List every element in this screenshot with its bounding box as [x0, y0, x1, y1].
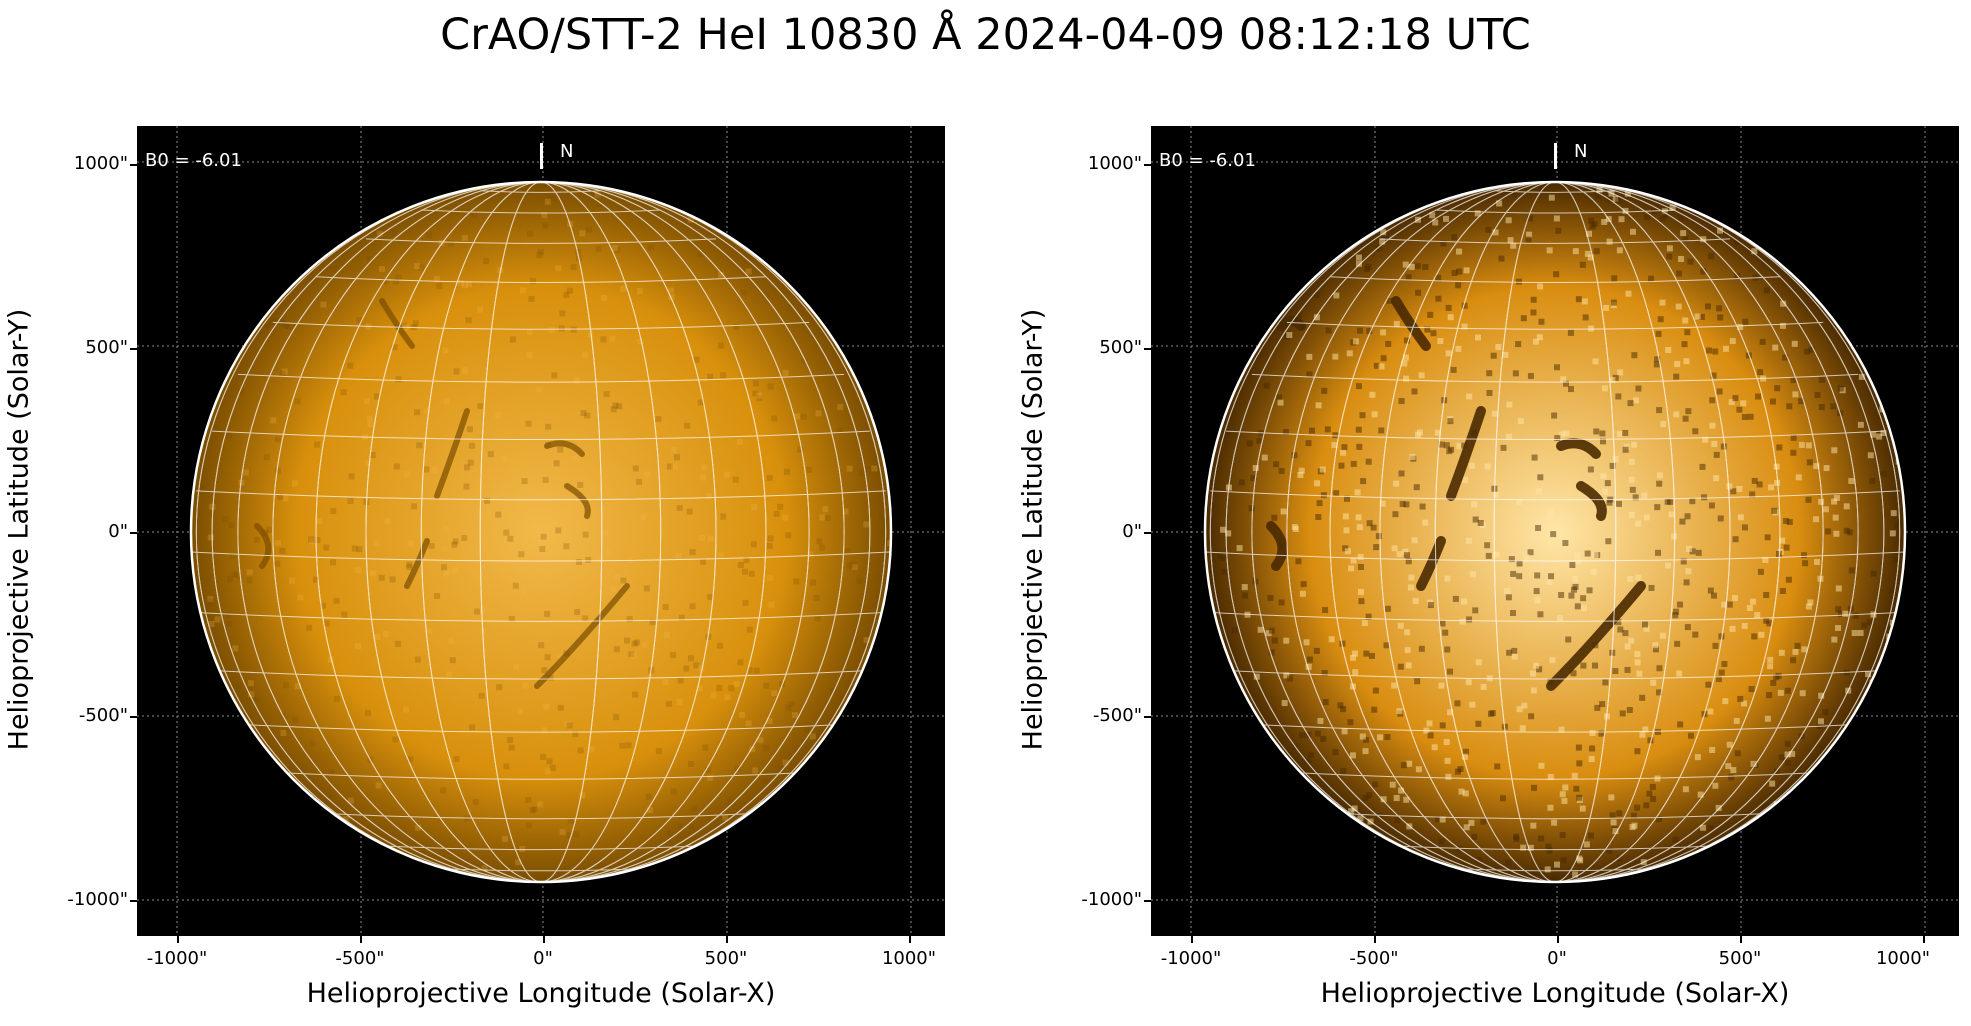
heliographic-grid [191, 182, 891, 882]
y-tick-mark [130, 532, 137, 534]
x-tick-label: -1000" [146, 948, 208, 969]
y-tick-label: 0" [1122, 521, 1142, 542]
x-tick-mark [1740, 936, 1742, 943]
y-tick-label: -500" [78, 705, 128, 726]
x-tick-label: 0" [1547, 948, 1567, 969]
y-tick-label: -1000" [1081, 889, 1142, 910]
x-tick-mark [726, 936, 728, 943]
y-tick-label: 500" [85, 337, 128, 358]
x-tick-label: 0" [533, 948, 553, 969]
x-tick-mark [1923, 936, 1925, 943]
disk-features [193, 191, 891, 878]
x-tick-mark [1191, 936, 1193, 943]
sun-image-panel-left: B0 = -6.01 N [137, 126, 945, 936]
x-tick-mark [177, 936, 179, 943]
b0-annotation: B0 = -6.01 [145, 150, 242, 171]
y-tick-label: 500" [1099, 337, 1142, 358]
x-tick-label: 500" [1718, 948, 1762, 969]
x-tick-label: 1000" [1875, 948, 1931, 969]
y-tick-label: 0" [108, 521, 128, 542]
y-tick-mark [130, 716, 137, 718]
north-marker [540, 143, 543, 169]
north-label: N [560, 141, 574, 162]
y-tick-label: 1000" [73, 153, 128, 174]
north-label: N [1574, 141, 1588, 162]
x-tick-label: -500" [1349, 948, 1399, 969]
x-tick-mark [1557, 936, 1559, 943]
y-tick-label: -500" [1092, 705, 1142, 726]
x-tick-mark [1374, 936, 1376, 943]
heliographic-grid [1205, 182, 1905, 882]
solar-disk-fill [191, 182, 891, 882]
north-marker [1554, 143, 1557, 169]
y-tick-label: 1000" [1087, 153, 1142, 174]
solar-disk-left [137, 126, 945, 936]
solar-limb [1203, 180, 1907, 884]
x-tick-label: -1000" [1160, 948, 1222, 969]
sun-image-panel-right: B0 = -6.01 N [1151, 126, 1959, 936]
y-tick-mark [1144, 532, 1151, 534]
y-tick-mark [130, 900, 137, 902]
x-tick-label: 500" [704, 948, 748, 969]
x-tick-mark [543, 936, 545, 943]
y-tick-label: -1000" [67, 889, 128, 910]
disk-features [1208, 186, 1902, 882]
x-axis-title: Helioprojective Longitude (Solar-X) [1320, 978, 1790, 1009]
y-axis-title: Helioprojective Latitude (Solar-Y) [3, 308, 35, 751]
x-tick-label: 1000" [881, 948, 937, 969]
y-tick-mark [1144, 900, 1151, 902]
y-tick-mark [1144, 348, 1151, 350]
x-tick-label: -500" [335, 948, 385, 969]
y-axis-title: Helioprojective Latitude (Solar-Y) [1017, 308, 1049, 751]
x-tick-mark [360, 936, 362, 943]
y-tick-mark [130, 164, 137, 166]
solar-disk-right [1151, 126, 1959, 936]
x-tick-mark [909, 936, 911, 943]
y-tick-mark [1144, 716, 1151, 718]
y-tick-mark [130, 348, 137, 350]
b0-annotation: B0 = -6.01 [1159, 150, 1256, 171]
y-tick-mark [1144, 164, 1151, 166]
figure-title: CrAO/STT-2 HeI 10830 Å 2024-04-09 08:12:… [440, 10, 1531, 60]
x-axis-title: Helioprojective Longitude (Solar-X) [306, 978, 776, 1009]
solar-limb [189, 180, 893, 884]
